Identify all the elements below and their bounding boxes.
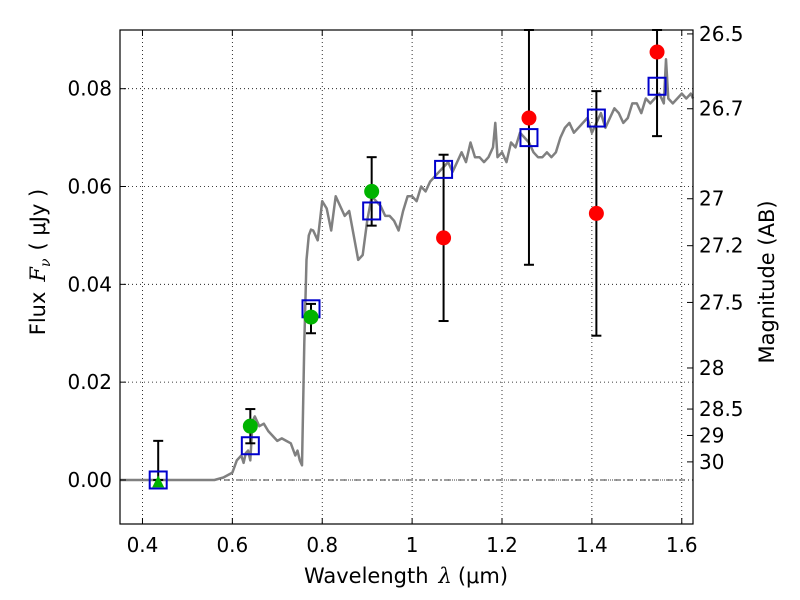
- y-axis-ticks: 0.00 0.02 0.04 0.06 0.08: [67, 77, 126, 492]
- model-flux-square: [362, 201, 382, 221]
- x-axis-title: Wavelength λ (μm): [304, 564, 508, 588]
- model-flux-square: [148, 470, 168, 490]
- x-axis-title-unit: (μm): [458, 564, 508, 588]
- x-axis-title-text: Wavelength: [304, 564, 429, 588]
- model-flux-square: [240, 436, 260, 456]
- y-axis-title-symbol: F: [26, 266, 50, 283]
- data-markers: [148, 44, 667, 490]
- red-data-point: [436, 230, 452, 246]
- green-data-point: [303, 309, 319, 325]
- magnitude-tick-label: 27.5: [699, 290, 744, 314]
- red-data-point: [649, 44, 665, 60]
- magnitude-axis-title: Magnitude (AB): [755, 200, 779, 363]
- magnitude-tick-label: 28.5: [699, 397, 744, 421]
- x-tick-label: 1.4: [576, 533, 608, 557]
- magnitude-tick-label: 27.2: [699, 234, 744, 258]
- x-axis-title-symbol: λ: [438, 564, 452, 588]
- x-tick-label: 0.8: [306, 533, 338, 557]
- y-axis-title-unit: ( μJy ): [26, 189, 50, 251]
- y-axis-title-subscript: ν: [38, 258, 54, 267]
- x-tick-label: 0.6: [216, 533, 248, 557]
- magnitude-tick-label: 26.5: [699, 22, 744, 46]
- model-spectrum-layer: [120, 58, 695, 482]
- magnitude-tick-label: 29: [699, 423, 724, 447]
- x-tick-label: 0.4: [127, 533, 159, 557]
- model-flux-square: [519, 128, 539, 148]
- magnitude-axis-ticks: 26.5 26.7 27 27.2 27.5 28 28.529 30: [687, 22, 744, 474]
- magnitude-tick-label: 30: [699, 450, 724, 474]
- y-axis-title: Flux Fν ( μJy ): [26, 189, 54, 335]
- plot-frame: [119, 29, 694, 525]
- magnitude-tick-label: 28: [699, 356, 724, 380]
- x-tick-label: 1.6: [666, 533, 698, 557]
- green-data-point: [364, 183, 380, 199]
- y-axis-title-text: Flux: [26, 292, 50, 336]
- model-flux-square: [586, 108, 606, 128]
- x-axis-ticks: 0.4 0.6 0.8 1 1.2 1.4 1.6: [127, 30, 698, 557]
- red-data-point: [588, 205, 604, 221]
- model-flux-square: [647, 76, 667, 96]
- magnitude-tick-label: 27: [699, 187, 724, 211]
- x-tick-label: 1: [406, 533, 419, 557]
- red-data-point: [521, 110, 537, 126]
- y-tick-label: 0.06: [67, 175, 112, 199]
- green-triangle-point: [152, 475, 165, 488]
- magnitude-tick-label: 26.7: [699, 97, 744, 121]
- model-flux-square: [434, 159, 454, 179]
- y-tick-label: 0.00: [67, 468, 112, 492]
- y-tick-label: 0.04: [67, 272, 112, 296]
- plot-background: [120, 30, 693, 524]
- green-data-point: [242, 418, 258, 434]
- y-tick-label: 0.02: [67, 370, 112, 394]
- y-tick-label: 0.08: [67, 77, 112, 101]
- x-tick-label: 1.2: [486, 533, 518, 557]
- model-spectrum-line: [120, 58, 695, 482]
